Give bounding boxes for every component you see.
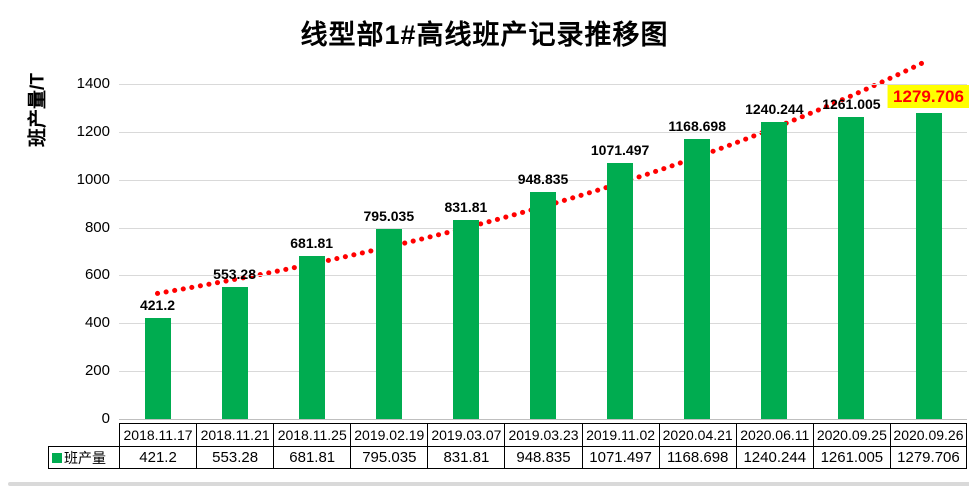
y-tick-label: 600 (84, 266, 110, 284)
table-date-cell: 2020.09.26 (889, 423, 967, 446)
y-axis-title: 班产量/T (27, 73, 49, 147)
table-value-cell: 553.28 (196, 446, 274, 469)
y-tick-label: 400 (84, 314, 110, 332)
table-date-cell: 2019.02.19 (350, 423, 428, 446)
y-tick-label: 1000 (76, 170, 110, 188)
bar[interactable] (838, 117, 865, 419)
table-date-cell: 2020.09.25 (812, 423, 890, 446)
table-value-cell: 1168.698 (658, 446, 736, 469)
bar-label: 1240.244 (745, 101, 804, 118)
bar[interactable] (452, 219, 479, 419)
y-tick-label: 1400 (76, 74, 110, 92)
table-value-cell: 681.81 (273, 446, 351, 469)
table-value-cell: 421.2 (119, 446, 197, 469)
table-date-cell: 2019.03.07 (427, 423, 505, 446)
table-value-cell: 1261.005 (812, 446, 890, 469)
bar-label: 1261.005 (822, 96, 881, 113)
gridline (119, 179, 967, 181)
table-value-cell: 948.835 (504, 446, 582, 469)
bar-label: 421.2 (139, 297, 176, 314)
bar[interactable] (530, 191, 556, 419)
bar-label: 795.035 (363, 207, 415, 224)
table-date-cell: 2019.11.02 (581, 423, 659, 446)
chart-title: 线型部1#高线班产记录推移图 (300, 20, 669, 50)
legend-cell: 班产量 (48, 446, 119, 469)
y-tick-label: 800 (84, 218, 110, 236)
bar[interactable] (144, 318, 171, 419)
bar[interactable] (375, 228, 402, 419)
bar-label: 831.81 (444, 198, 488, 215)
window-edge (8, 482, 969, 486)
series-color-swatch (52, 452, 62, 463)
bar[interactable] (607, 162, 634, 419)
table-date-cell: 2020.04.21 (658, 423, 736, 446)
table-value-cell: 1240.244 (735, 446, 813, 469)
bar-label: 948.835 (517, 170, 569, 187)
bar[interactable] (761, 122, 788, 419)
bar-label: 553.28 (213, 265, 257, 282)
table-date-cell: 2020.06.11 (735, 423, 813, 446)
bar[interactable] (221, 286, 248, 419)
y-tick-label: 200 (84, 362, 110, 380)
bar[interactable] (298, 255, 325, 419)
bar[interactable] (684, 139, 711, 419)
x-axis-line (119, 419, 967, 420)
table-value-cell: 795.035 (350, 446, 428, 469)
bar[interactable] (915, 112, 942, 419)
table-value-cell: 1071.497 (581, 446, 659, 469)
table-date-cell: 2019.03.23 (504, 423, 582, 446)
data-table: 2018.11.17 2018.11.21 2018.11.25 2019.02.19… (48, 423, 967, 469)
bar-label: 681.81 (290, 234, 334, 251)
gridline (119, 131, 967, 133)
gridline (119, 83, 967, 85)
table-value-cell: 1279.706 (889, 446, 967, 469)
table-date-cell: 2018.11.21 (196, 423, 274, 446)
bar-label: 1168.698 (668, 118, 726, 135)
y-tick-label: 0 (101, 410, 110, 427)
table-value-cell: 831.81 (427, 446, 505, 469)
table-date-cell: 2018.11.25 (273, 423, 351, 446)
bar-label: 1071.497 (590, 141, 650, 158)
legend-label: 班产量 (64, 449, 106, 466)
table-date-cell: 2018.11.17 (119, 423, 197, 446)
y-tick-label: 1200 (76, 122, 110, 140)
bar-label-highlighted: 1279.706 (887, 84, 969, 108)
